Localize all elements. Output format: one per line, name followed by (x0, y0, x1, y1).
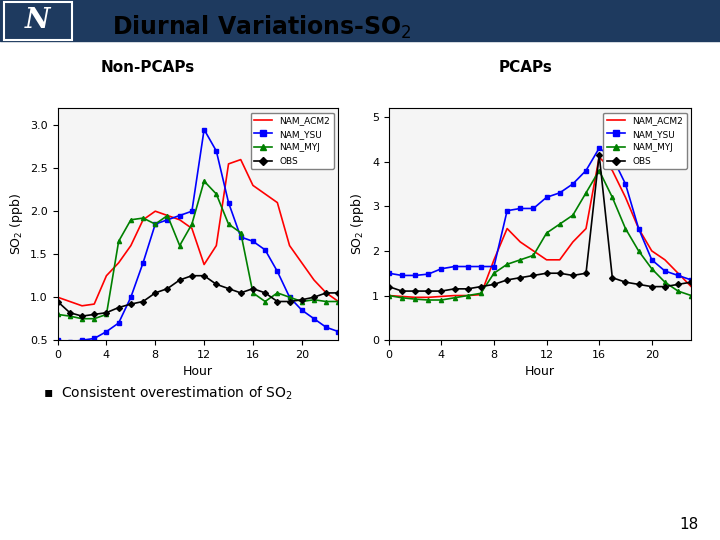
X-axis label: Hour: Hour (525, 366, 555, 379)
Text: PCAPs: PCAPs (499, 60, 552, 75)
Text: N: N (24, 7, 50, 34)
Y-axis label: SO$_2$ (ppb): SO$_2$ (ppb) (349, 193, 366, 255)
Y-axis label: SO$_2$ (ppb): SO$_2$ (ppb) (8, 193, 24, 255)
Text: ▪  Consistent overestimation of SO$_2$: ▪ Consistent overestimation of SO$_2$ (43, 385, 293, 402)
X-axis label: Hour: Hour (183, 366, 213, 379)
Text: Diurnal Variations-SO$_2$: Diurnal Variations-SO$_2$ (112, 14, 411, 41)
Bar (4, 2, 72, 40)
Text: 18: 18 (679, 517, 698, 532)
Text: Non-PCAPs: Non-PCAPs (101, 60, 194, 75)
Bar (0, 0, 720, 42)
Legend: NAM_ACM2, NAM_YSU, NAM_MYJ, OBS: NAM_ACM2, NAM_YSU, NAM_MYJ, OBS (603, 112, 687, 169)
Legend: NAM_ACM2, NAM_YSU, NAM_MYJ, OBS: NAM_ACM2, NAM_YSU, NAM_MYJ, OBS (251, 112, 334, 169)
